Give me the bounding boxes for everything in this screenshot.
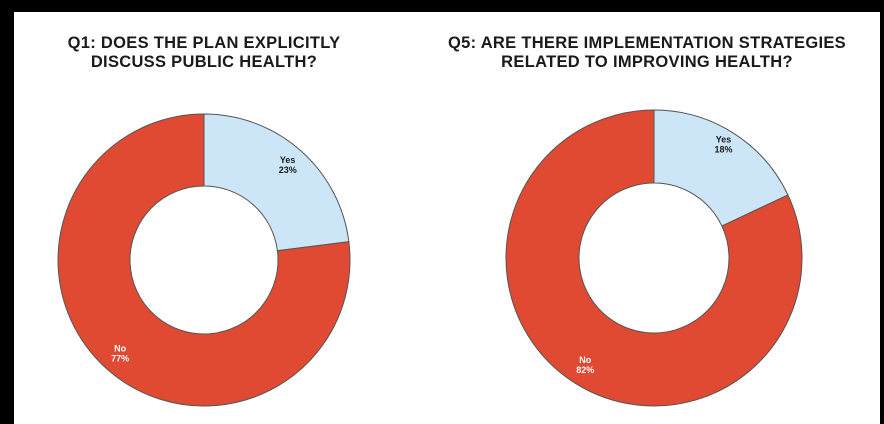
figure-frame: Q1: DOES THE PLAN EXPLICITLY DISCUSS PUB… bbox=[14, 12, 880, 424]
chart-title-q5-line-1: Q5: ARE THERE IMPLEMENTATION STRATEGIES bbox=[448, 34, 846, 52]
donut-slice-q1-no bbox=[57, 113, 351, 407]
chart-title-q5-line-2: RELATED TO IMPROVING HEALTH? bbox=[501, 53, 793, 71]
chart-title-q1-line-1: Q1: DOES THE PLAN EXPLICITLY bbox=[67, 34, 341, 52]
donut-slice-q1-yes bbox=[203, 113, 350, 252]
slice-label-q5-yes: Yes bbox=[716, 134, 732, 144]
slice-label-q1-no: No bbox=[114, 344, 126, 354]
slice-value-q1-no: 77% bbox=[111, 354, 129, 364]
chart-title-q1: Q1: DOES THE PLAN EXPLICITLY DISCUSS PUB… bbox=[14, 34, 394, 72]
slice-label-q1-yes: Yes bbox=[280, 155, 296, 165]
slice-value-q5-yes: 18% bbox=[715, 144, 733, 154]
donut-chart-q5: Q5: ARE THERE IMPLEMENTATION STRATEGIES … bbox=[414, 12, 880, 424]
donut-slice-q5-no bbox=[505, 109, 803, 407]
slice-label-q5-no: No bbox=[579, 355, 591, 365]
donut-chart-q1: Q1: DOES THE PLAN EXPLICITLY DISCUSS PUB… bbox=[14, 12, 394, 424]
slice-value-q1-yes: 23% bbox=[279, 165, 297, 175]
donut-slice-q5-yes bbox=[653, 109, 789, 227]
chart-title-q1-line-2: DISCUSS PUBLIC HEALTH? bbox=[90, 53, 318, 71]
slice-value-q5-no: 82% bbox=[576, 365, 594, 375]
chart-title-q5: Q5: ARE THERE IMPLEMENTATION STRATEGIES … bbox=[414, 34, 880, 72]
